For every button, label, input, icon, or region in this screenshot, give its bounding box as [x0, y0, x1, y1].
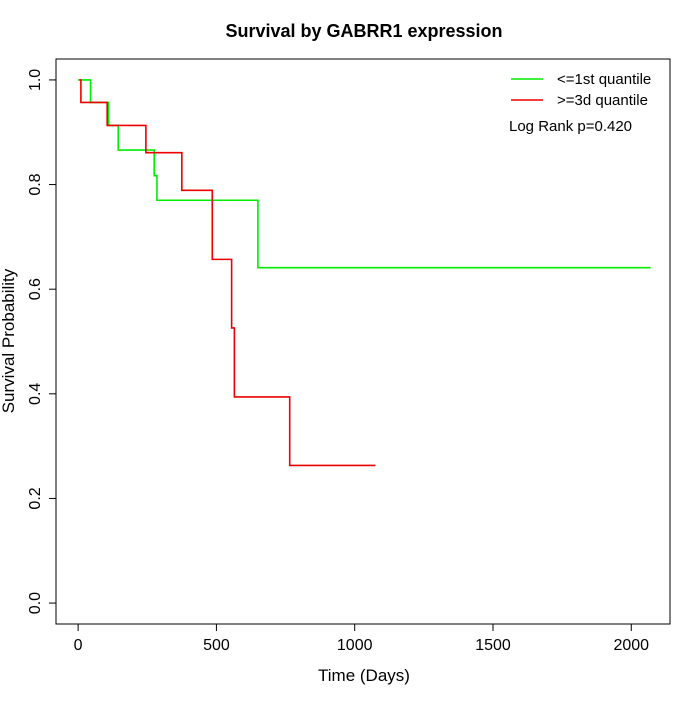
survival-curve-series-2	[79, 79, 376, 467]
series-layer	[78, 79, 651, 467]
chart-title: Survival by GABRR1 expression	[225, 21, 502, 41]
y-tick-label: 0.2	[27, 487, 44, 509]
legend-label: <=1st quantile	[557, 71, 651, 88]
x-axis-label: Time (Days)	[318, 666, 410, 685]
x-tick-label: 1500	[475, 637, 511, 654]
y-tick-label: 0.0	[27, 592, 44, 614]
x-tick-label: 500	[203, 637, 230, 654]
x-tick-label: 1000	[337, 637, 373, 654]
y-axis: 0.0 0.2 0.4 0.6 0.8 1.0	[27, 69, 57, 614]
y-tick-label: 0.6	[27, 278, 44, 300]
x-tick-label: 0	[74, 637, 83, 654]
y-axis-label: Survival Probability	[0, 268, 18, 413]
y-tick-label: 0.8	[27, 173, 44, 195]
y-tick-label: 1.0	[27, 69, 44, 91]
legend: <=1st quantile >=3d quantile	[511, 71, 651, 109]
legend-label: >=3d quantile	[557, 92, 648, 109]
x-axis: 0 500 1000 1500 2000	[74, 623, 649, 654]
x-tick-label: 2000	[613, 637, 649, 654]
log-rank-annotation: Log Rank p=0.420	[509, 118, 632, 135]
y-tick-label: 0.4	[27, 383, 44, 405]
